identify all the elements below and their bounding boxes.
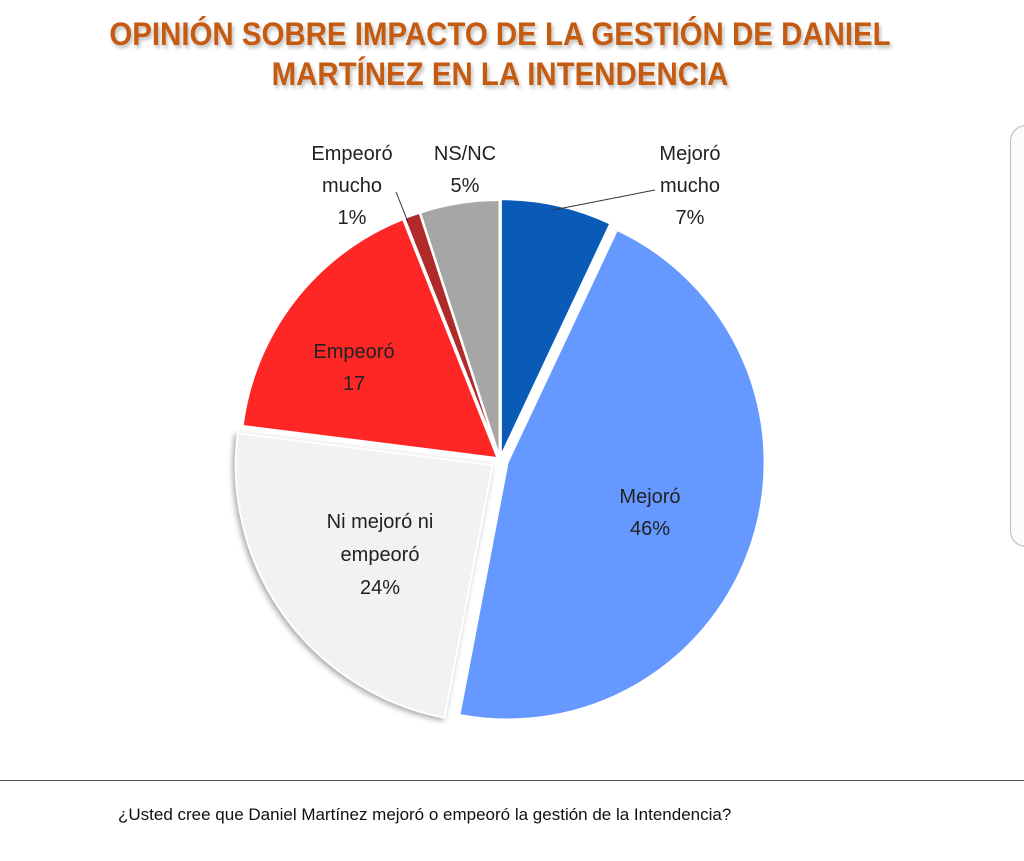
pie-slice-mejor-mucho [499,198,612,457]
divider [0,780,1024,781]
survey-question: ¿Usted cree que Daniel Martínez mejoró o… [118,805,732,824]
data-label-value: 1% [338,207,367,229]
data-label-category: Empeoró [313,341,394,363]
data-label-category: Mejoró [619,486,680,508]
data-label-value: 7% [676,207,705,229]
pie-slice-empeor- [241,217,500,460]
chart-title: OPINIÓN SOBRE IMPACTO DE LA GESTIÓN DE D… [109,16,891,92]
data-label-value: 5% [451,175,480,197]
data-label-category: mucho [660,175,720,197]
pie-slice-ni-mejor-ni-empeor- [234,431,494,719]
data-label-value: 46% [630,518,670,540]
leader-line-empeoro-mucho [395,191,409,223]
data-label-category: empeoró [341,544,420,566]
pie-slice-mejor- [458,228,766,721]
data-label-value: 24% [360,577,400,599]
pie-chart: Mejoró mucho 7% Mejoró 46% Ni mejoró ni empeor… [234,143,766,721]
data-label-value: 17 [343,373,365,395]
data-label-category: Empeoró [311,143,392,165]
pie-slice-ns-nc [418,199,501,458]
leader-line-mejoro-mucho [552,189,656,211]
data-label-category: mucho [322,175,382,197]
data-label-category: Mejoró [659,143,720,165]
data-label-category: Ni mejoró ni [327,511,434,533]
data-label-category: NS/NC [434,143,496,165]
